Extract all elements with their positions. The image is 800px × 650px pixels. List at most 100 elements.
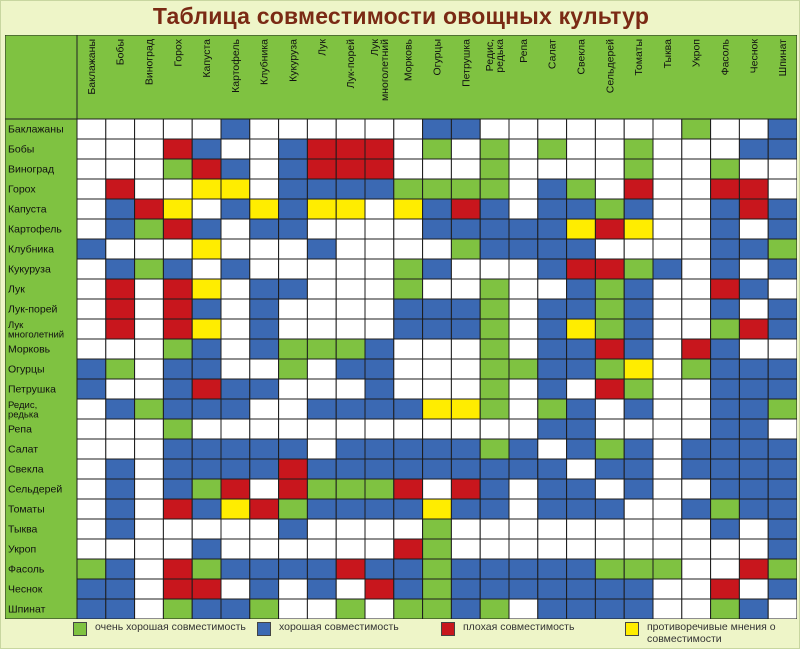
column-header-label: Сельдерей xyxy=(604,39,616,93)
grid-cell xyxy=(710,518,740,540)
grid-cell xyxy=(594,358,625,380)
grid-cell xyxy=(479,518,510,540)
grid-cell xyxy=(76,278,107,300)
grid-cell xyxy=(249,178,280,200)
grid-cell xyxy=(508,318,539,340)
grid-cell xyxy=(738,498,769,520)
grid-cell xyxy=(105,358,136,380)
grid-cell xyxy=(537,238,568,260)
grid-cell xyxy=(594,598,625,619)
grid-cell xyxy=(220,158,251,180)
column-header-band xyxy=(76,35,797,120)
corner-cell xyxy=(5,35,78,120)
grid-cell xyxy=(393,518,424,540)
grid-cell xyxy=(162,438,193,460)
grid-cell xyxy=(767,338,797,360)
grid-cell xyxy=(479,338,510,360)
grid-cell xyxy=(566,138,596,160)
grid-cell xyxy=(450,198,481,220)
grid-cell xyxy=(278,138,308,160)
grid-cell xyxy=(278,478,308,500)
grid-cell xyxy=(393,598,424,619)
grid-cell xyxy=(76,538,107,560)
grid-cell xyxy=(479,418,510,440)
grid-cell xyxy=(594,198,625,220)
grid-cell xyxy=(566,258,596,280)
grid-cell xyxy=(76,118,107,140)
grid-cell xyxy=(134,478,164,500)
grid-cell xyxy=(220,198,251,220)
grid-cell xyxy=(508,198,539,220)
grid-cell xyxy=(594,418,625,440)
grid-cell xyxy=(105,298,136,320)
grid-cell xyxy=(566,158,596,180)
grid-cell xyxy=(162,378,193,400)
grid-cell xyxy=(306,118,337,140)
grid-cell xyxy=(738,438,769,460)
grid-cell xyxy=(623,398,654,420)
column-header-label: Бобы xyxy=(115,39,127,65)
grid-cell xyxy=(306,358,337,380)
grid-cell xyxy=(105,478,136,500)
grid-cell xyxy=(162,398,193,420)
grid-cell xyxy=(422,198,452,220)
row-header-label: Тыква xyxy=(8,524,38,536)
grid-cell xyxy=(306,298,337,320)
grid-cell xyxy=(422,138,452,160)
grid-cell xyxy=(249,358,280,380)
grid-cell xyxy=(134,258,164,280)
grid-cell xyxy=(335,498,366,520)
grid-cell xyxy=(105,218,136,240)
grid-cell xyxy=(249,198,280,220)
grid-cell xyxy=(134,418,164,440)
grid-cell xyxy=(335,258,366,280)
grid-cell xyxy=(220,538,251,560)
grid-cell xyxy=(105,318,136,340)
grid-cell xyxy=(450,238,481,260)
grid-cell xyxy=(652,578,683,600)
grid-cell xyxy=(652,598,683,619)
grid-cell xyxy=(335,218,366,240)
column-header-label: Виноград xyxy=(144,39,156,85)
grid-cell xyxy=(767,318,797,340)
grid-cell xyxy=(623,158,654,180)
row-header-label: Шпинат xyxy=(8,604,46,616)
row-header-label: Баклажаны xyxy=(8,124,64,136)
grid-cell xyxy=(767,378,797,400)
grid-cell xyxy=(681,378,712,400)
grid-cell xyxy=(134,218,164,240)
grid-cell xyxy=(335,338,366,360)
grid-cell xyxy=(191,418,222,440)
grid-cell xyxy=(450,598,481,619)
grid-cell xyxy=(508,178,539,200)
grid-cell xyxy=(162,218,193,240)
grid-cell xyxy=(191,538,222,560)
grid-cell xyxy=(623,278,654,300)
grid-cell xyxy=(335,378,366,400)
grid-cell xyxy=(710,458,740,480)
grid-cell xyxy=(364,578,395,600)
grid-cell xyxy=(162,598,193,619)
column-header-label: Репа xyxy=(518,39,530,63)
grid-cell xyxy=(594,338,625,360)
grid-cell xyxy=(710,578,740,600)
grid-cell xyxy=(393,498,424,520)
grid-cell xyxy=(105,498,136,520)
grid-cell xyxy=(278,238,308,260)
grid-cell xyxy=(594,398,625,420)
grid-cell xyxy=(652,218,683,240)
grid-cell xyxy=(76,318,107,340)
grid-cell xyxy=(738,118,769,140)
grid-cell xyxy=(652,178,683,200)
grid-cell xyxy=(393,358,424,380)
grid-cell xyxy=(508,558,539,580)
grid-cell xyxy=(306,518,337,540)
grid-cell xyxy=(738,278,769,300)
grid-cell xyxy=(738,358,769,380)
grid-cell xyxy=(767,498,797,520)
grid-cell xyxy=(335,578,366,600)
grid-cell xyxy=(537,158,568,180)
grid-cell xyxy=(249,338,280,360)
grid-cell xyxy=(738,518,769,540)
grid-cell xyxy=(594,258,625,280)
